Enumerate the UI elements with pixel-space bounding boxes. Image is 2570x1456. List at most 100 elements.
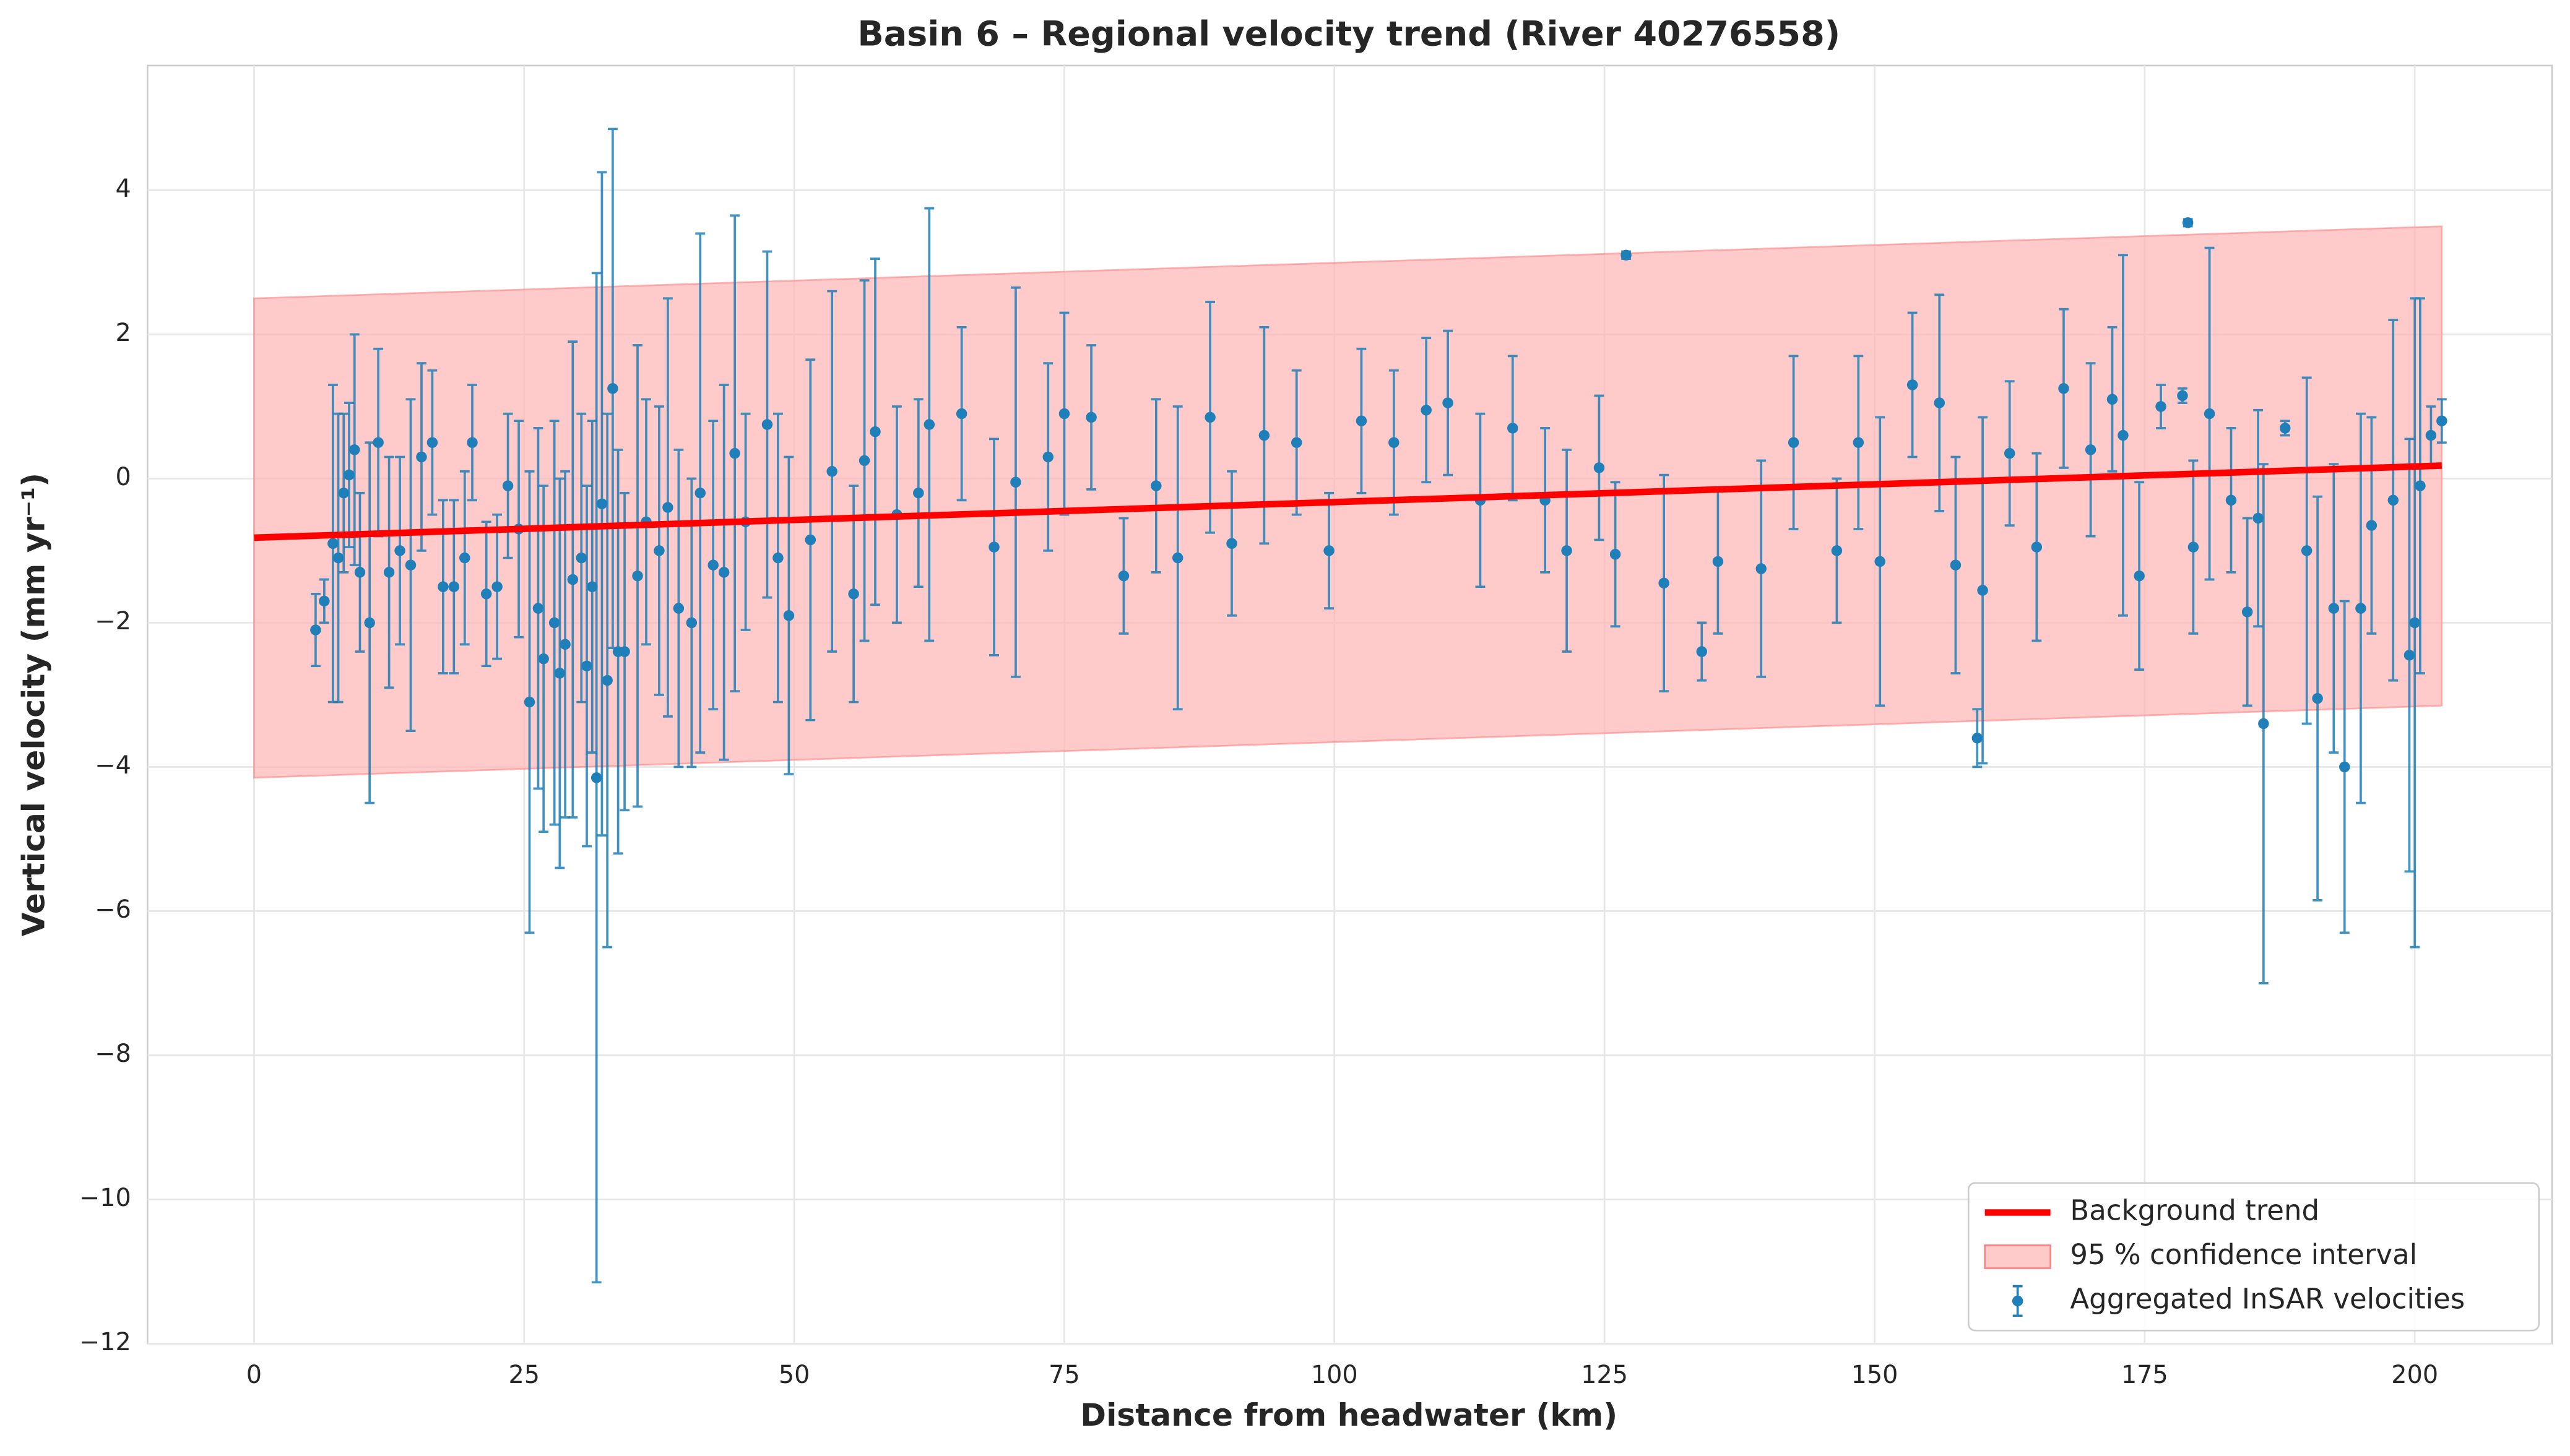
data-point <box>2403 650 2415 661</box>
x-tick-label: 200 <box>2391 1361 2438 1389</box>
x-tick-label: 75 <box>1049 1361 1080 1389</box>
data-point <box>783 610 795 621</box>
data-point <box>1356 415 1367 426</box>
data-point <box>1172 552 1183 564</box>
data-point <box>772 552 784 564</box>
legend-box <box>1967 1182 2540 1332</box>
data-point <box>338 487 350 499</box>
data-point <box>538 653 549 665</box>
data-point <box>1696 646 1707 657</box>
y-tick-label: 2 <box>116 319 131 347</box>
data-point <box>707 559 719 571</box>
data-point <box>348 444 360 455</box>
data-point <box>502 480 514 491</box>
data-point <box>426 437 438 448</box>
data-point <box>332 552 344 564</box>
legend-swatch <box>1984 1244 2051 1269</box>
data-point <box>1831 545 1843 556</box>
legend-label: Aggregated InSAR velocities <box>2070 1282 2465 1315</box>
data-point <box>448 581 460 592</box>
data-point <box>1151 480 1162 491</box>
data-point <box>327 538 339 549</box>
x-tick-label: 0 <box>246 1361 262 1389</box>
y-tick-label: 4 <box>116 174 131 203</box>
x-tick-label: 125 <box>1581 1361 1628 1389</box>
data-point <box>581 660 592 672</box>
data-point <box>913 487 924 499</box>
data-point <box>1874 556 1885 567</box>
data-point <box>2225 494 2237 506</box>
data-point <box>989 541 1000 553</box>
data-point <box>383 567 395 578</box>
data-point <box>686 617 698 629</box>
y-axis-label: Vertical velocity (mm yr⁻¹) <box>15 473 52 936</box>
data-point <box>619 646 630 657</box>
data-point <box>1712 556 1724 567</box>
y-tick-label: −4 <box>95 751 131 780</box>
y-tick-label: 0 <box>116 463 131 491</box>
data-point <box>1620 249 1632 261</box>
chart-title: Basin 6 – Regional velocity trend (River… <box>857 14 1840 54</box>
data-point <box>491 581 503 592</box>
data-point <box>2280 423 2291 434</box>
data-point <box>586 581 598 592</box>
y-tick-label: −2 <box>95 607 131 635</box>
data-point <box>662 502 673 513</box>
data-point <box>870 426 881 437</box>
y-tick-label: −10 <box>79 1184 131 1212</box>
y-tick-label: −12 <box>79 1328 131 1356</box>
data-point <box>1258 429 1270 441</box>
data-point <box>1118 570 1130 582</box>
x-tick-label: 175 <box>2121 1361 2168 1389</box>
data-point <box>310 624 321 635</box>
data-point <box>1388 437 1400 448</box>
data-point <box>761 419 773 430</box>
y-tick-label: −6 <box>95 895 131 924</box>
data-point <box>1971 733 1983 744</box>
data-point <box>1977 585 1988 596</box>
data-point <box>567 574 579 585</box>
data-point <box>319 595 330 607</box>
data-point <box>1561 545 1572 556</box>
data-point <box>607 383 618 394</box>
data-point <box>1755 563 1767 574</box>
data-point <box>373 437 384 448</box>
data-point <box>2355 603 2366 614</box>
data-point <box>1934 397 1945 408</box>
data-point <box>2204 408 2215 420</box>
data-point <box>1058 408 1070 420</box>
data-point <box>2312 692 2323 704</box>
data-point <box>438 581 449 592</box>
data-point <box>364 617 375 629</box>
data-point <box>344 469 355 481</box>
data-point <box>2182 217 2194 228</box>
data-point <box>729 447 740 459</box>
data-point <box>2436 415 2447 426</box>
data-point <box>2106 394 2118 405</box>
data-point <box>2031 541 2043 553</box>
data-point <box>1086 411 1097 423</box>
data-point <box>554 668 566 679</box>
data-point <box>1593 462 1605 473</box>
trend-line <box>254 462 2442 541</box>
data-point <box>826 466 837 477</box>
data-point <box>673 603 685 614</box>
data-point <box>859 455 870 467</box>
data-point <box>1323 545 1335 556</box>
data-point <box>2004 447 2015 459</box>
data-point <box>1205 411 1216 423</box>
data-point <box>1442 397 1453 408</box>
data-point <box>2415 480 2426 491</box>
data-point <box>956 408 967 420</box>
data-point <box>480 588 492 600</box>
data-point <box>524 696 535 708</box>
x-tick-label: 150 <box>1851 1361 1898 1389</box>
data-point <box>924 419 935 430</box>
data-point <box>718 567 730 578</box>
x-tick-label: 50 <box>779 1361 810 1389</box>
data-point <box>2328 603 2340 614</box>
x-tick-label: 100 <box>1311 1361 1358 1389</box>
data-point <box>591 772 602 783</box>
data-point <box>416 451 427 463</box>
data-point <box>2155 401 2166 412</box>
